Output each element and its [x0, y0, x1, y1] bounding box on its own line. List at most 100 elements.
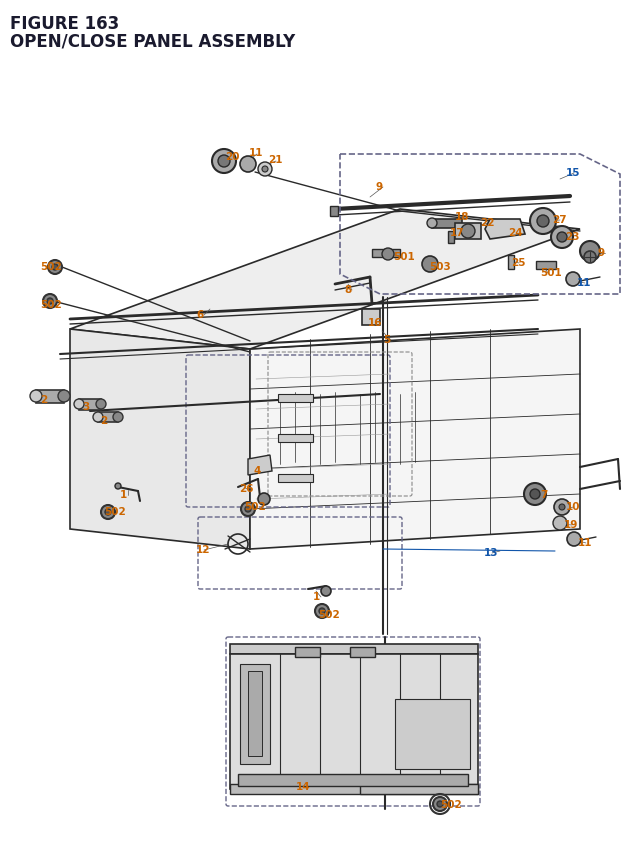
Circle shape	[530, 489, 540, 499]
Circle shape	[30, 391, 42, 403]
Text: 23: 23	[565, 232, 579, 242]
Polygon shape	[248, 455, 272, 475]
Text: 7: 7	[540, 489, 547, 499]
Text: 3: 3	[82, 401, 89, 412]
Text: 502: 502	[40, 262, 61, 272]
Circle shape	[321, 586, 331, 597]
Circle shape	[553, 517, 567, 530]
Circle shape	[319, 608, 325, 614]
Circle shape	[580, 242, 600, 262]
Circle shape	[554, 499, 570, 516]
Circle shape	[382, 249, 394, 261]
Circle shape	[315, 604, 329, 618]
Bar	[362, 310, 380, 325]
Text: 19: 19	[564, 519, 579, 530]
Text: 21: 21	[268, 155, 282, 164]
Circle shape	[433, 797, 447, 811]
Bar	[395, 699, 470, 769]
Bar	[79, 400, 101, 411]
Circle shape	[96, 400, 106, 410]
Polygon shape	[250, 330, 580, 549]
Text: 20: 20	[225, 152, 239, 162]
Polygon shape	[230, 654, 478, 789]
Bar	[238, 774, 468, 786]
Circle shape	[245, 506, 251, 512]
Circle shape	[437, 801, 443, 807]
Text: 502: 502	[40, 300, 61, 310]
Text: 11: 11	[577, 278, 591, 288]
Text: 11: 11	[578, 537, 593, 548]
Text: 502: 502	[318, 610, 340, 619]
Circle shape	[212, 150, 236, 174]
Circle shape	[537, 216, 549, 228]
Circle shape	[567, 532, 581, 547]
Polygon shape	[70, 330, 250, 549]
Circle shape	[113, 412, 123, 423]
Bar	[455, 224, 481, 239]
Bar	[278, 394, 313, 403]
Circle shape	[427, 219, 437, 229]
Text: 502: 502	[104, 506, 125, 517]
Circle shape	[47, 299, 53, 305]
Bar	[536, 262, 556, 269]
Bar	[278, 474, 313, 482]
Circle shape	[524, 483, 546, 505]
Text: 2: 2	[100, 416, 108, 425]
Bar	[295, 647, 320, 657]
Circle shape	[262, 167, 268, 173]
Text: 26: 26	[239, 483, 253, 493]
Circle shape	[584, 251, 596, 263]
Text: 9: 9	[375, 182, 382, 192]
Bar	[36, 391, 64, 404]
Bar	[350, 647, 375, 657]
Text: 17: 17	[450, 228, 465, 238]
Text: 4: 4	[254, 466, 261, 475]
Polygon shape	[485, 220, 525, 239]
Polygon shape	[230, 644, 478, 654]
Text: 9: 9	[597, 248, 604, 257]
Bar	[98, 412, 118, 423]
Bar	[372, 250, 400, 257]
Text: 501: 501	[540, 268, 562, 278]
Text: 11: 11	[249, 148, 264, 158]
Circle shape	[422, 257, 438, 273]
Bar	[508, 256, 514, 269]
Circle shape	[240, 157, 256, 173]
Circle shape	[218, 156, 230, 168]
Text: OPEN/CLOSE PANEL ASSEMBLY: OPEN/CLOSE PANEL ASSEMBLY	[10, 33, 295, 51]
Bar	[432, 220, 462, 229]
Text: 27: 27	[552, 214, 566, 225]
Circle shape	[115, 483, 121, 489]
Bar	[278, 435, 313, 443]
Text: 22: 22	[480, 218, 495, 228]
Text: 5: 5	[383, 335, 390, 344]
Polygon shape	[70, 210, 580, 350]
Bar	[448, 232, 454, 244]
Circle shape	[559, 505, 565, 511]
Circle shape	[551, 226, 573, 249]
Circle shape	[58, 391, 70, 403]
Text: 15: 15	[566, 168, 580, 177]
Text: 6: 6	[196, 310, 204, 319]
Circle shape	[101, 505, 115, 519]
Text: 503: 503	[429, 262, 451, 272]
Circle shape	[530, 208, 556, 235]
Text: 502: 502	[244, 501, 266, 511]
Text: 16: 16	[368, 318, 383, 328]
Text: 18: 18	[455, 212, 470, 222]
Circle shape	[105, 510, 111, 516]
Text: FIGURE 163: FIGURE 163	[10, 15, 119, 33]
Text: 502: 502	[440, 799, 461, 809]
Circle shape	[93, 412, 103, 423]
Circle shape	[52, 264, 58, 270]
Text: 12: 12	[196, 544, 211, 554]
Circle shape	[461, 225, 475, 238]
Bar	[330, 207, 338, 217]
Text: 25: 25	[511, 257, 525, 268]
Circle shape	[566, 273, 580, 287]
Text: 501: 501	[393, 251, 415, 262]
Circle shape	[43, 294, 57, 308]
Circle shape	[48, 261, 62, 275]
Circle shape	[258, 493, 270, 505]
Text: 24: 24	[508, 228, 523, 238]
